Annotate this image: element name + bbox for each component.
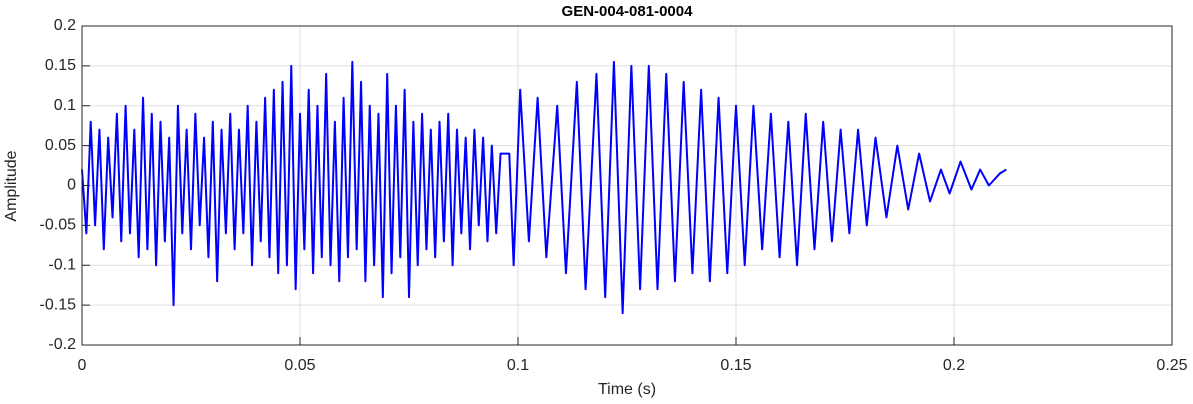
y-tick-label: 0.1 — [54, 97, 76, 114]
y-tick-label: -0.1 — [48, 256, 76, 273]
x-tick-label: 0 — [78, 357, 87, 374]
y-tick-label: 0.2 — [54, 17, 76, 34]
x-tick-label: 0.1 — [507, 357, 529, 374]
y-tick-label: 0 — [67, 177, 76, 194]
x-tick-label: 0.25 — [1156, 357, 1187, 374]
chart-title: GEN-004-081-0004 — [562, 3, 694, 20]
y-tick-label: 0.05 — [45, 137, 76, 154]
y-tick-label: -0.2 — [48, 336, 76, 353]
y-axis-label: Amplitude — [3, 150, 20, 221]
x-tick-label: 0.2 — [943, 357, 965, 374]
y-tick-label: 0.15 — [45, 57, 76, 74]
axes-box — [81, 25, 1173, 346]
y-tick-label: -0.05 — [40, 217, 77, 234]
signal-line — [81, 60, 1007, 315]
y-tick-label: -0.15 — [40, 296, 77, 313]
x-tick-label: 0.05 — [284, 357, 315, 374]
x-axis-label: Time (s) — [598, 381, 656, 398]
x-tick-label: 0.15 — [720, 357, 751, 374]
